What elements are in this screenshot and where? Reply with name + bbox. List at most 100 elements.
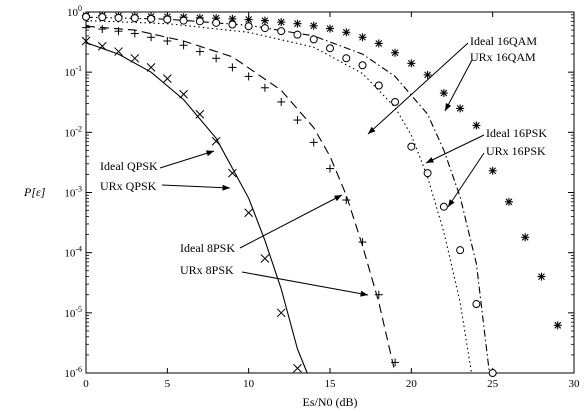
arrow-ideal-8psk-head	[334, 195, 342, 202]
marker-urx-16qam	[423, 70, 432, 79]
marker-urx-8psk	[98, 25, 107, 34]
x-tick-label: 25	[487, 378, 499, 390]
marker-urx-16psk	[439, 202, 448, 211]
y-tick-label: 10-6	[64, 365, 82, 380]
marker-urx-16psk	[260, 24, 269, 33]
marker-urx-16qam	[537, 272, 546, 281]
marker-urx-8psk	[244, 72, 253, 81]
x-stroke	[162, 74, 172, 84]
marker-urx-qpsk	[81, 36, 91, 46]
arrow-ideal-16psk-head	[426, 157, 434, 163]
marker-urx-16psk	[130, 14, 139, 23]
marker-urx-8psk	[114, 27, 123, 36]
ast-stroke	[229, 15, 236, 23]
circle-mark	[472, 300, 481, 309]
marker-urx-16qam	[504, 197, 513, 206]
marker-urx-16qam	[521, 233, 530, 242]
marker-urx-8psk	[374, 290, 383, 299]
marker-urx-16psk	[472, 300, 481, 309]
marker-urx-16psk	[391, 97, 400, 106]
ast-stroke	[424, 71, 431, 79]
circle-mark	[228, 20, 237, 29]
curve-ideal-16psk	[85, 16, 490, 374]
marker-urx-16qam	[277, 18, 286, 27]
marker-urx-16psk	[82, 12, 90, 21]
circle-mark	[130, 14, 139, 23]
marker-urx-qpsk	[228, 168, 237, 178]
x-stroke	[179, 89, 188, 99]
marker-urx-16psk	[374, 81, 383, 90]
marker-urx-16qam	[456, 104, 465, 113]
circle-mark	[309, 35, 318, 44]
ast-stroke	[261, 17, 269, 24]
plot-frame	[85, 11, 575, 374]
marker-urx-qpsk	[146, 63, 156, 72]
curve-ideal-16qam	[85, 20, 473, 374]
marker-urx-16qam	[293, 19, 302, 28]
arrow-urx-16qam	[444, 59, 473, 112]
y-tick-label: 10-4	[64, 245, 82, 260]
ast-stroke	[473, 122, 480, 129]
marker-urx-qpsk	[130, 53, 140, 63]
ast-stroke	[326, 25, 334, 32]
marker-urx-16psk	[179, 16, 188, 25]
marker-urx-16qam	[309, 21, 318, 30]
y-axis-title: P[ε]	[23, 185, 46, 199]
marker-urx-16qam	[391, 48, 400, 57]
marker-urx-qpsk	[114, 47, 123, 56]
marker-urx-8psk	[277, 97, 286, 106]
marker-urx-qpsk	[211, 136, 221, 146]
circle-mark	[212, 18, 221, 27]
annotation-arrows	[159, 42, 485, 297]
ast-stroke	[440, 89, 448, 97]
x-stroke	[228, 168, 237, 178]
marker-urx-16qam	[374, 39, 383, 48]
marker-urx-16qam	[358, 33, 367, 42]
ast-stroke	[554, 321, 562, 329]
marker-urx-16qam	[244, 15, 253, 24]
ast-stroke	[538, 273, 545, 280]
x-tick-label: 30	[569, 378, 581, 390]
circle-mark	[163, 15, 172, 24]
marker-urx-16psk	[488, 369, 497, 377]
arrow-urx-qpsk-head	[222, 184, 230, 191]
ast-stroke	[521, 233, 529, 241]
arrow-urx-16psk	[447, 152, 485, 208]
y-tick-label: 100	[67, 4, 82, 19]
marker-urx-8psk	[391, 358, 400, 367]
marker-urx-8psk	[163, 36, 172, 45]
circle-mark	[244, 22, 253, 31]
marker-urx-qpsk	[195, 109, 205, 119]
annotation-ideal-8psk: Ideal 8PSK	[180, 241, 235, 255]
ast-stroke	[294, 20, 301, 28]
curve-ideal-qpsk	[85, 42, 308, 374]
ast-stroke	[310, 22, 318, 30]
ast-stroke	[489, 167, 497, 175]
marker-urx-16psk	[293, 30, 302, 39]
marker-urx-qpsk	[162, 74, 172, 84]
marker-urx-16qam	[553, 321, 562, 330]
marker-urx-16psk	[309, 35, 318, 44]
arrow-urx-8psk	[241, 271, 369, 296]
arrow-ideal-16qam-head	[368, 126, 376, 134]
marker-urx-16qam	[439, 89, 448, 98]
ast-stroke	[359, 33, 366, 41]
x-tick-label: 15	[325, 378, 337, 390]
circle-mark	[195, 17, 204, 26]
marker-urx-8psk	[228, 63, 237, 72]
marker-urx-16qam	[260, 16, 269, 25]
circle-mark	[423, 169, 432, 178]
circle-mark	[82, 12, 90, 21]
circle-mark	[374, 81, 383, 90]
marker-urx-8psk	[195, 47, 204, 56]
marker-urx-16qam	[342, 28, 351, 37]
marker-urx-16psk	[163, 15, 172, 24]
marker-urx-8psk	[82, 23, 90, 32]
marker-urx-16psk	[456, 246, 465, 255]
marker-urx-qpsk	[97, 41, 107, 51]
circle-mark	[488, 369, 497, 377]
x-stroke	[130, 53, 140, 63]
marker-urx-8psk	[358, 238, 367, 247]
marker-urx-8psk	[130, 29, 139, 38]
